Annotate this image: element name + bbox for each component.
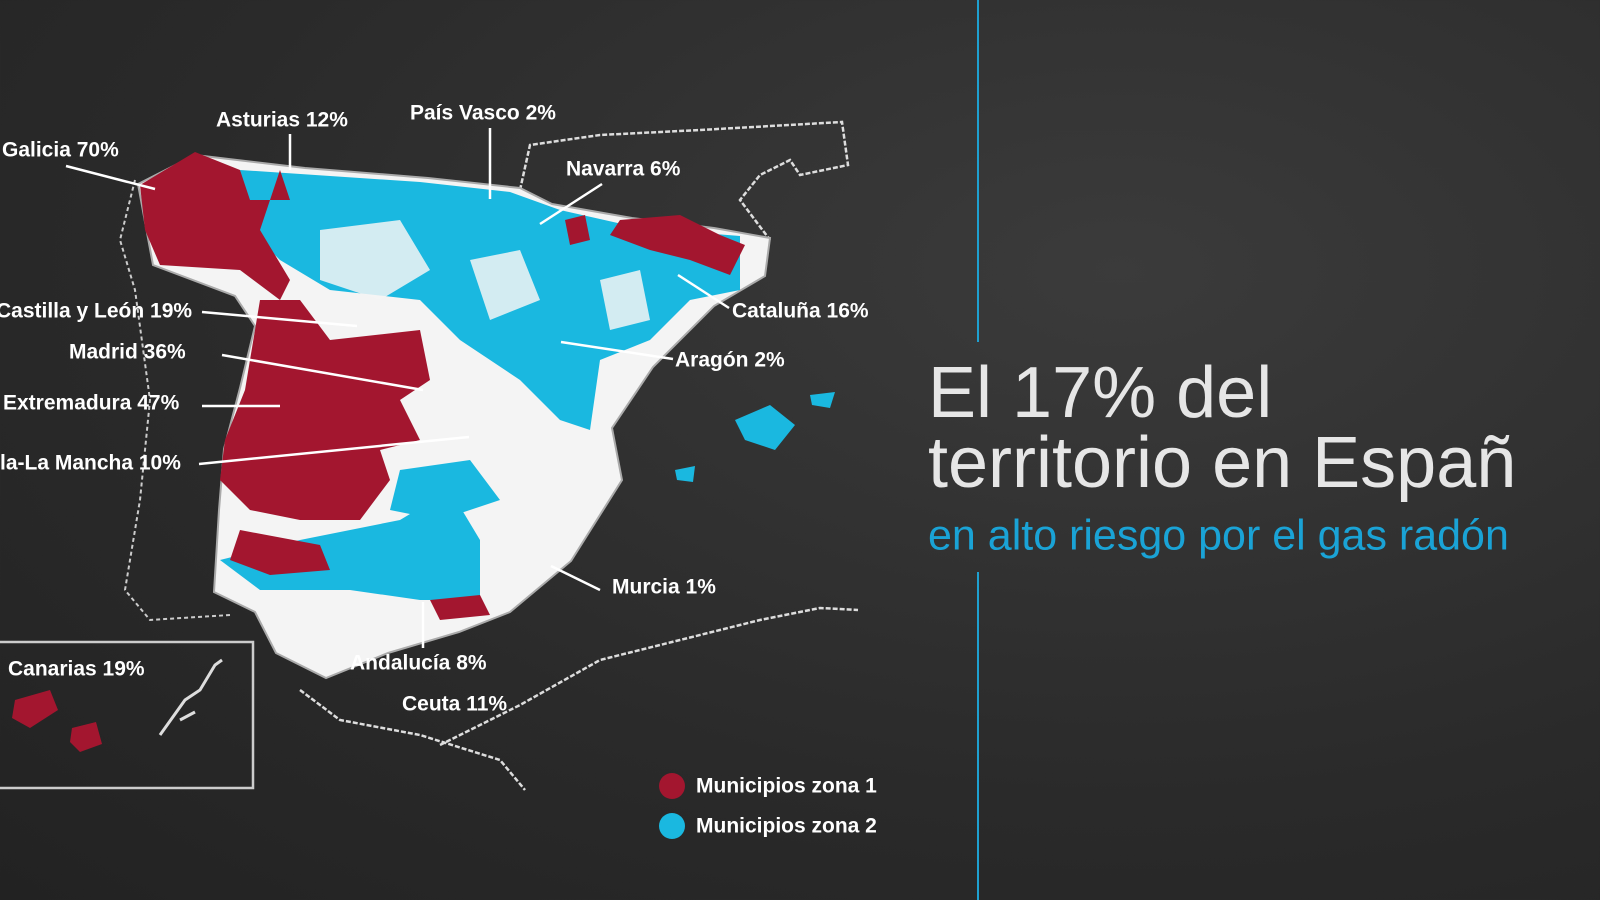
zone1-west — [220, 300, 430, 520]
legend-swatch — [659, 773, 685, 799]
canarias-outline — [158, 658, 223, 736]
headline: El 17% del — [928, 353, 1272, 433]
region-label: Madrid 36% — [69, 341, 186, 364]
region-label: Canarias 19% — [8, 658, 145, 681]
region-label: Asturias 12% — [216, 109, 348, 132]
region-label: Extremadura 47% — [3, 392, 180, 415]
border-outline — [518, 120, 850, 241]
region-label: Cataluña 16% — [732, 300, 869, 323]
zone1-areas — [12, 152, 745, 752]
canarias-inset — [0, 640, 255, 790]
subtitle: en alto riesgo por el gas radón — [928, 511, 1509, 559]
headline: territorio en Españ — [928, 423, 1516, 503]
legend-label: Municipios zona 1 — [696, 775, 877, 798]
zone1-canarias — [12, 690, 102, 752]
legend: Municipios zona 1 Municipios zona 2 — [659, 773, 877, 839]
region-labels: Galicia 70% Asturias 12% País Vasco 2% N… — [0, 102, 869, 716]
zone1-galicia — [140, 152, 290, 300]
leader-line — [201, 310, 358, 328]
region-label: Murcia 1% — [612, 576, 716, 599]
leader-line — [198, 435, 470, 466]
legend-swatch — [659, 813, 685, 839]
region-label: Ceuta 11% — [402, 693, 507, 716]
leader-lines — [65, 128, 730, 648]
leader-line — [550, 564, 601, 592]
portugal-outline — [118, 179, 231, 622]
leader-line — [221, 353, 424, 392]
region-label: Andalucía 8% — [350, 652, 487, 675]
africa-outline — [299, 606, 859, 791]
region-label: País Vasco 2% — [410, 102, 556, 125]
region-label: Aragón 2% — [675, 349, 785, 372]
region-label: Castilla y León 19% — [0, 300, 192, 323]
legend-label: Municipios zona 2 — [696, 815, 877, 838]
zone-free-patches — [320, 220, 650, 330]
free-patch — [320, 220, 650, 330]
zone1-pyrenees — [565, 215, 745, 275]
leader-line — [677, 273, 730, 310]
zone2-center — [390, 460, 500, 520]
leader-line — [65, 164, 156, 191]
region-label: la-La Mancha 10% — [0, 452, 181, 475]
zone2-islands — [675, 392, 835, 482]
region-label: Navarra 6% — [566, 158, 681, 181]
leader-line — [539, 182, 603, 226]
leader-line — [560, 340, 674, 361]
region-label: Galicia 70% — [2, 139, 119, 162]
zone1-south — [230, 530, 490, 620]
